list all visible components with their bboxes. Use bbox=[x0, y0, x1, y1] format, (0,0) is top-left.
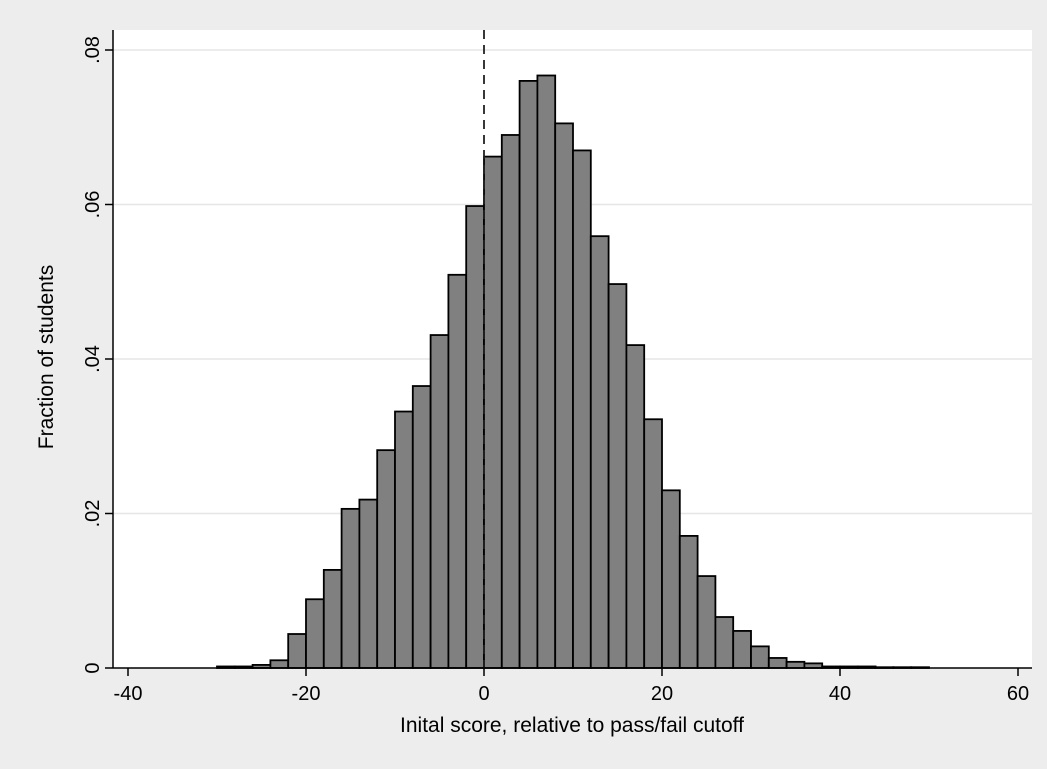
histogram-bar-4 bbox=[287, 633, 307, 669]
histogram-bar-11 bbox=[411, 385, 432, 669]
y-tick-label-2: .04 bbox=[82, 345, 104, 373]
histogram-bar-9 bbox=[376, 449, 396, 669]
histogram-bar-18 bbox=[536, 74, 557, 669]
x-tick-label-5: 60 bbox=[1007, 683, 1029, 705]
histogram-bar-31 bbox=[767, 657, 788, 669]
histogram-bar-19 bbox=[554, 122, 574, 669]
x-axis-title: Inital score, relative to pass/fail cuto… bbox=[400, 714, 744, 737]
histogram-bar-28 bbox=[714, 616, 735, 669]
histogram-bar-21 bbox=[589, 235, 610, 669]
histogram-bar-5 bbox=[305, 598, 325, 669]
histogram-bar-8 bbox=[358, 498, 379, 669]
histogram-bar-24 bbox=[643, 418, 663, 669]
tick-labels: -40 -20 0 20 40 60 0 .02 .04 .06 .08 bbox=[82, 36, 1029, 705]
histogram-bar-23 bbox=[625, 344, 646, 669]
y-tick-label-1: .02 bbox=[82, 500, 104, 528]
histogram-bar-7 bbox=[340, 507, 361, 669]
histogram-bar-20 bbox=[572, 149, 592, 669]
histogram-bar-3 bbox=[269, 659, 290, 669]
histogram-bar-16 bbox=[500, 134, 521, 669]
histogram-bar-29 bbox=[732, 630, 752, 669]
histogram-bar-10 bbox=[394, 410, 414, 669]
histogram-bar-17 bbox=[518, 80, 539, 669]
histogram-bar-25 bbox=[661, 489, 681, 669]
histogram-bar-27 bbox=[696, 575, 717, 669]
histogram-bar-6 bbox=[322, 568, 343, 669]
histogram-bar-15 bbox=[483, 155, 503, 669]
histogram-bar-14 bbox=[465, 205, 485, 669]
axes bbox=[112, 30, 1032, 669]
x-tick-label-3: 20 bbox=[651, 683, 673, 705]
y-tick-label-3: .06 bbox=[82, 191, 104, 219]
x-tick-label-0: -40 bbox=[114, 683, 143, 705]
histogram-bar-22 bbox=[607, 283, 628, 669]
histogram-bar-30 bbox=[750, 645, 770, 669]
histogram-bar-12 bbox=[429, 334, 450, 669]
histogram-bar-13 bbox=[447, 273, 468, 669]
y-tick-label-4: .08 bbox=[82, 36, 104, 64]
histogram-bar-32 bbox=[785, 660, 806, 669]
y-tick-label-0: 0 bbox=[82, 662, 104, 673]
x-tick-label-1: -20 bbox=[292, 683, 321, 705]
histogram-bar-26 bbox=[678, 535, 699, 669]
x-tick-label-4: 40 bbox=[829, 683, 851, 705]
histogram-bars bbox=[216, 74, 930, 669]
y-axis-title: Fraction of students bbox=[35, 265, 58, 449]
x-tick-label-2: 0 bbox=[478, 683, 489, 705]
